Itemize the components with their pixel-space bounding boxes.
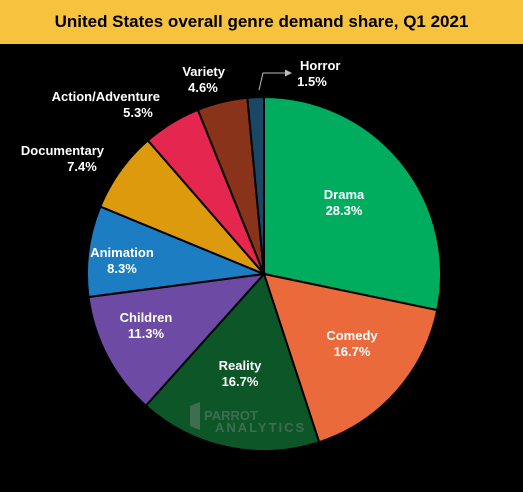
parrot-analytics-watermark: PARROT ANALYTICS: [190, 402, 306, 435]
slice-value-animation: 8.3%: [107, 261, 137, 276]
slice-reality: [144, 272, 321, 452]
slice-comedy: [262, 272, 439, 444]
slice-label-action-adventure: Action/Adventure: [52, 89, 160, 104]
slice-label-drama: Drama: [324, 187, 365, 202]
slice-horror: [246, 95, 265, 275]
slice-label-reality: Reality: [219, 358, 262, 373]
slice-label-horror: Horror: [300, 58, 340, 73]
slice-value-comedy: 16.7%: [334, 344, 371, 359]
slice-label-animation: Animation: [90, 245, 154, 260]
chart-title: United States overall genre demand share…: [54, 12, 469, 31]
slice-label-variety: Variety: [182, 64, 225, 79]
slice-label-comedy: Comedy: [326, 328, 378, 343]
slice-value-reality: 16.7%: [222, 374, 259, 389]
pie-slices: [86, 95, 442, 452]
slice-value-action-adventure: 5.3%: [123, 105, 153, 120]
slice-label-children: Children: [120, 310, 173, 325]
slice-value-children: 11.3%: [128, 326, 165, 341]
slice-value-horror: 1.5%: [297, 74, 327, 89]
slice-children: [87, 272, 267, 408]
watermark-sub: ANALYTICS: [215, 420, 306, 435]
slice-label-documentary: Documentary: [21, 143, 105, 158]
slice-value-drama: 28.3%: [326, 203, 363, 218]
horror-leader-arrowhead: [285, 69, 292, 77]
parrot-logo-icon: [190, 402, 200, 430]
chart-title-bar: United States overall genre demand share…: [0, 0, 523, 44]
horror-leader-line: [258, 72, 286, 91]
watermark-brand: PARROT: [204, 408, 258, 423]
slice-value-documentary: 7.4%: [67, 159, 97, 174]
pie-labels: Drama28.3%Comedy16.7%Reality16.7%Childre…: [21, 58, 378, 389]
slice-animation: [86, 205, 268, 299]
slice-value-variety: 4.6%: [188, 80, 218, 95]
slice-drama: [263, 95, 442, 312]
